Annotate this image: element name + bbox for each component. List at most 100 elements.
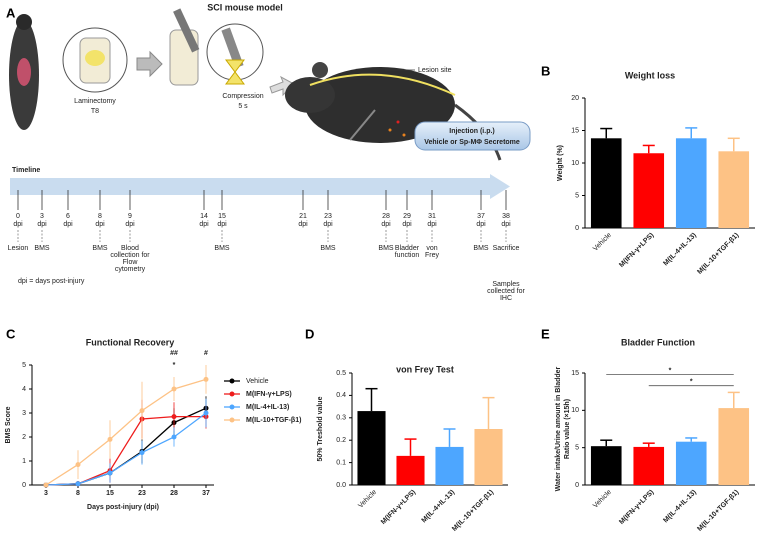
event-label: BMS [473,245,489,252]
day-unit: dpi [501,221,511,228]
y-tick-label: 10 [571,407,579,414]
y-tick-label: 5 [575,192,579,199]
label: Vehicle or Sp-MΦ Secretome [424,139,520,146]
y-tick-label: 4 [22,386,26,393]
day-label: 21 [299,213,307,220]
event-label: BMS [34,245,50,252]
bar [357,411,386,485]
event-label: BMS [214,245,230,252]
label: dpi = days post-injury [18,278,85,285]
y-axis-label: Weight (%) [557,145,564,181]
event-label: von [426,245,437,252]
panel-label: C [6,326,16,341]
day-unit: dpi [323,221,333,228]
legend-marker [229,378,235,384]
day-unit: dpi [381,221,391,228]
y-tick-label: 1 [22,458,26,465]
event-label: Sacrifice [493,245,520,252]
y-axis-label: BMS Score [5,406,12,443]
chart-title: Bladder Function [621,337,695,347]
x-tick-label: 37 [202,490,210,497]
day-unit: dpi [217,221,227,228]
marker [107,470,113,476]
panel-label: E [541,326,550,341]
day-label: 29 [403,213,411,220]
annotation: ## [170,350,178,357]
x-tick-label: 3 [44,490,48,497]
y-tick-label: 20 [571,95,579,102]
y-tick-label: 0.5 [336,370,346,377]
y-tick-label: 10 [571,160,579,167]
event-label: collected for [487,288,525,295]
marker [203,410,209,416]
event-label: IHC [500,295,512,302]
series-line [45,407,207,486]
event-label: Samples [492,281,520,288]
y-tick-label: 15 [571,370,579,377]
legend-label: Vehicle [246,378,269,385]
day-label: 38 [502,213,510,220]
bar [590,446,622,485]
bar [675,441,707,485]
legend-marker [229,391,235,397]
day-label: 6 [66,213,70,220]
event-label: BMS [378,245,394,252]
bar [718,151,750,228]
label: T8 [91,108,99,115]
legend-marker [229,404,235,410]
x-tick-label: 15 [106,490,114,497]
x-tick-label: M(IL-4+IL-13) [662,232,698,268]
y-tick-label: 15 [571,127,579,134]
annotation: * [173,362,176,369]
x-tick-label: 23 [138,490,146,497]
y-tick-label: 0.2 [336,437,346,444]
day-label: 37 [477,213,485,220]
event-label: BMS [320,245,336,252]
day-unit: dpi [13,221,23,228]
day-label: 15 [218,213,226,220]
event-label: cytometry [115,266,146,273]
event-label: Flow [123,259,139,266]
y-tick-label: 0.0 [336,482,346,489]
bar [633,153,665,228]
x-tick-label: 28 [170,490,178,497]
marker [139,408,145,414]
bar [590,138,622,228]
marker [75,481,81,487]
event-label: Lesion [8,245,29,252]
marker [203,376,209,382]
day-unit: dpi [95,221,105,228]
day-label: 23 [324,213,332,220]
event-label: Bladder [395,245,420,252]
x-tick-label: M(IFN-γ+LPS) [618,232,655,269]
day-label: 8 [98,213,102,220]
legend-label: M(IL-4+IL-13) [246,404,289,411]
x-tick-label: M(IFN-γ+LPS) [618,489,655,526]
chart-title: Weight loss [625,70,675,80]
day-unit: dpi [427,221,437,228]
marker [75,462,81,468]
event-label: function [395,252,420,259]
day-label: 28 [382,213,390,220]
bar [633,446,665,485]
y-tick-label: 0 [575,482,579,489]
panel-label: A [6,5,16,20]
x-tick-label: Vehicle [357,489,378,510]
x-tick-label: M(IL-10+TGF-β1) [696,232,740,276]
x-tick-label: M(IL-4+IL-13) [662,489,698,525]
series-line [45,378,207,486]
x-tick-label: Vehicle [592,232,613,253]
day-unit: dpi [402,221,412,228]
label: Timeline [12,167,40,174]
label: Injection (i.p.) [449,128,495,135]
panel-label: B [541,63,550,78]
significance-label: * [690,379,693,386]
marker [139,450,145,456]
series-line [45,415,206,486]
illustration [9,8,531,199]
chart-title: von Frey Test [396,364,454,374]
marker [171,386,177,392]
y-axis-label: Ratio value (×15h) [564,399,571,459]
event-label: Blood [121,245,139,252]
